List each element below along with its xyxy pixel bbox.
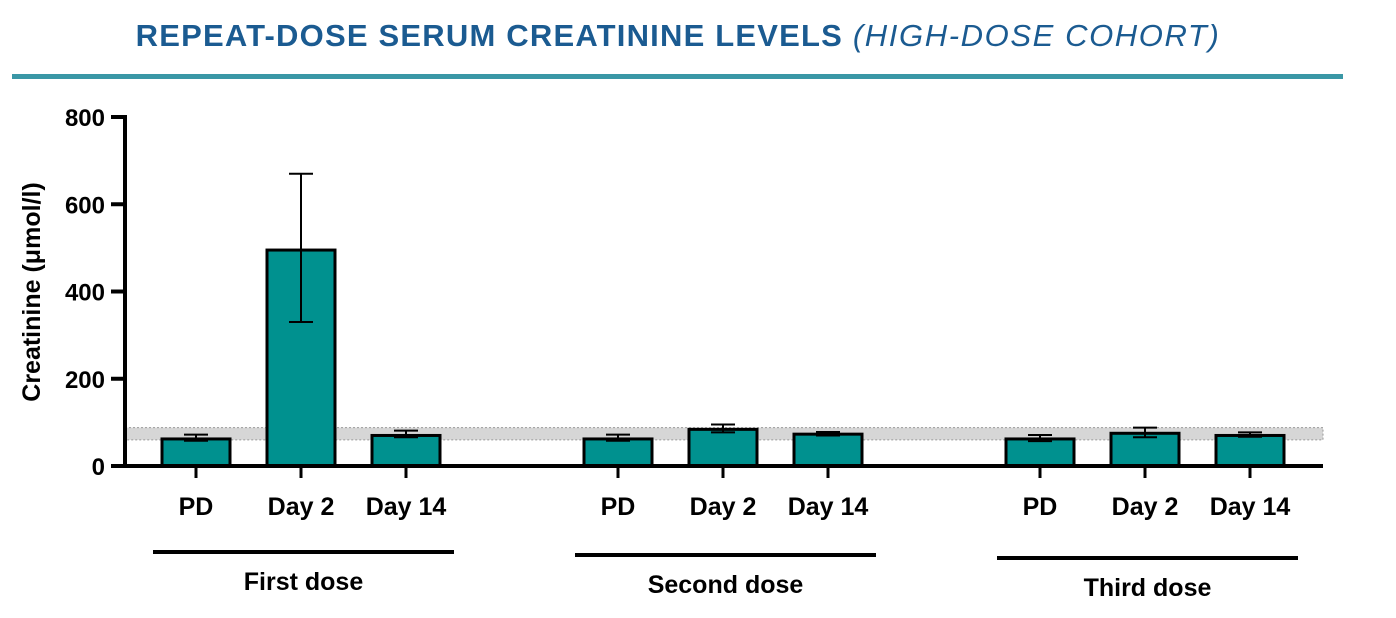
y-tick-label: 0 — [92, 454, 105, 481]
x-tick-label: Day 2 — [690, 493, 757, 521]
x-tick-label: Day 2 — [268, 493, 335, 521]
x-tick-label: PD — [179, 493, 214, 521]
x-tick-label: Day 2 — [1112, 493, 1179, 521]
group-label: Third dose — [1084, 574, 1212, 602]
y-tick-label: 200 — [65, 367, 105, 394]
bar-pd-group-2 — [582, 437, 654, 468]
y-axis-title: Creatinine (μmol/l) — [18, 182, 46, 401]
bar-day-14-group-3 — [1214, 433, 1286, 468]
bar-pd-group-1 — [160, 437, 232, 468]
x-tick-label: Day 14 — [1210, 493, 1291, 521]
group-label: First dose — [244, 568, 364, 596]
x-tick-label: PD — [1023, 493, 1058, 521]
bar-day-2-group-3 — [1109, 431, 1181, 468]
bar-day-14-group-1 — [370, 433, 442, 468]
bar-day-2-group-2 — [687, 427, 759, 468]
y-tick-label: 800 — [65, 105, 105, 132]
chart-title: REPEAT-DOSE SERUM CREATININE LEVELS (HIG… — [0, 18, 1356, 54]
x-tick-label: Day 14 — [788, 493, 869, 521]
y-tick-label: 400 — [65, 280, 105, 307]
y-tick-label: 600 — [65, 192, 105, 219]
title-rule — [12, 74, 1343, 79]
bar-day-14-group-2 — [792, 432, 864, 468]
x-tick-label: PD — [601, 493, 636, 521]
group-label: Second dose — [648, 571, 804, 599]
chart-header: REPEAT-DOSE SERUM CREATININE LEVELS (HIG… — [0, 0, 1396, 80]
x-tick-label: Day 14 — [366, 493, 447, 521]
bar-pd-group-3 — [1004, 437, 1076, 468]
chart-title-main: REPEAT-DOSE SERUM CREATININE LEVELS — [135, 18, 844, 53]
chart-subtitle: (HIGH-DOSE COHORT) — [852, 18, 1221, 53]
